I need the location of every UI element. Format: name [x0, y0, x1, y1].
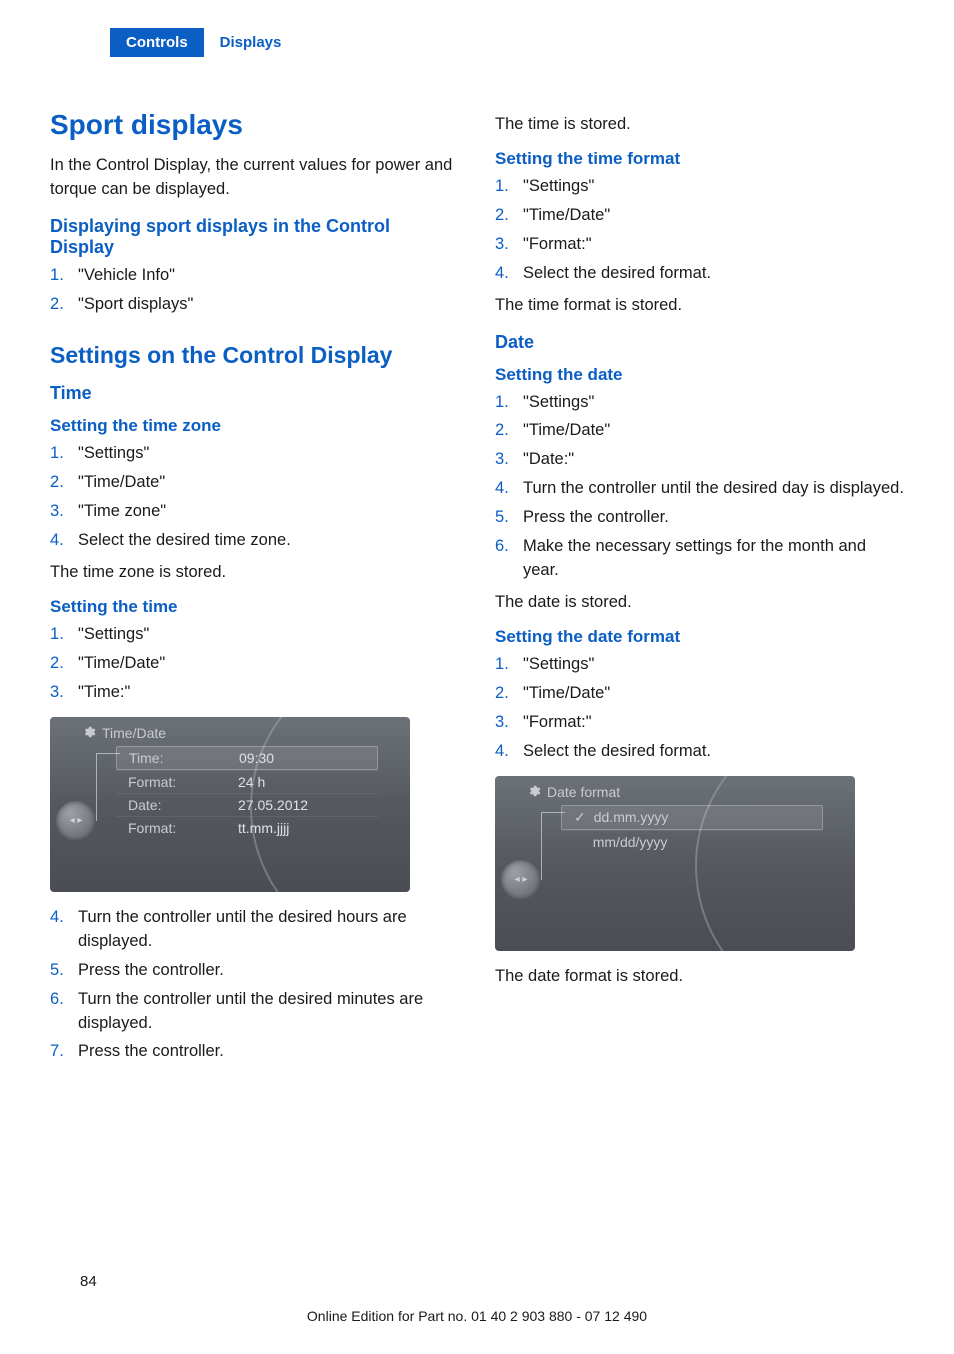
breadcrumb-next: Displays	[204, 28, 298, 57]
step: "Time/Date"	[495, 682, 904, 706]
step: Turn the controller until the desired mi…	[50, 988, 459, 1036]
step: "Format:"	[495, 233, 904, 257]
step: "Settings"	[50, 442, 459, 466]
menu-row-time: Time: 09:30	[116, 746, 378, 770]
page-number: 84	[80, 1273, 97, 1290]
step: Press the controller.	[50, 959, 459, 983]
heading-displaying-sport: Displaying sport displays in the Control…	[50, 216, 459, 258]
screenshot-title: Time/Date	[102, 725, 166, 741]
screenshot-date-format: Date format ◂ ▸ ✓ dd.mm.yyyy ✓ mm/dd/yyy…	[495, 776, 855, 951]
step: "Format:"	[495, 711, 904, 735]
settings-icon	[82, 725, 96, 739]
breadcrumb: Controls Displays	[110, 28, 904, 57]
date-format-menu: ✓ dd.mm.yyyy ✓ mm/dd/yyyy	[561, 806, 823, 854]
step: "Time/Date"	[495, 419, 904, 443]
heading-setting-time: Setting the time	[50, 597, 459, 617]
menu-row-date: Date: 27.05.2012	[116, 793, 378, 816]
step: Turn the controller until the desired da…	[495, 477, 904, 501]
para-date-stored: The date is stored.	[495, 591, 904, 615]
step: Select the desired format.	[495, 740, 904, 764]
para-sport: In the Control Display, the current valu…	[50, 154, 459, 202]
step: "Time/Date"	[50, 652, 459, 676]
step: "Sport displays"	[50, 293, 459, 317]
step: "Settings"	[50, 623, 459, 647]
step: "Date:"	[495, 448, 904, 472]
menu-row-ddmmyyyy: ✓ dd.mm.yyyy	[561, 805, 823, 830]
step: "Settings"	[495, 391, 904, 415]
heading-settings-control-display: Settings on the Control Display	[50, 341, 459, 370]
step: "Settings"	[495, 175, 904, 199]
screenshot-title: Date format	[547, 784, 620, 800]
controller-knob-icon: ◂ ▸	[56, 801, 96, 841]
menu-row-mmddyyyy: ✓ mm/dd/yyyy	[561, 830, 823, 854]
step: "Time zone"	[50, 500, 459, 524]
time-date-menu: Time: 09:30 Format: 24 h Date: 27.05.201…	[116, 747, 378, 839]
step: "Time/Date"	[495, 204, 904, 228]
steps-displaying-sport: "Vehicle Info" "Sport displays"	[50, 264, 459, 317]
steps-time-zone: "Settings" "Time/Date" "Time zone" Selec…	[50, 442, 459, 553]
para-time-stored: The time is stored.	[495, 113, 904, 137]
steps-date: "Settings" "Time/Date" "Date:" Turn the …	[495, 391, 904, 583]
breadcrumb-current: Controls	[110, 28, 204, 57]
step: "Time/Date"	[50, 471, 459, 495]
step: Press the controller.	[495, 506, 904, 530]
footer-edition: Online Edition for Part no. 01 40 2 903 …	[0, 1308, 954, 1324]
step: Select the desired format.	[495, 262, 904, 286]
step: "Time:"	[50, 681, 459, 705]
heading-time-format: Setting the time format	[495, 149, 904, 169]
screenshot-time-date: Time/Date ◂ ▸ Time: 09:30 Format: 24 h D…	[50, 717, 410, 892]
checkmark-icon: ✓	[574, 809, 586, 826]
step: "Settings"	[495, 653, 904, 677]
step: Make the necessary settings for the mont…	[495, 535, 904, 583]
controller-knob-icon: ◂ ▸	[501, 860, 541, 900]
heading-setting-date: Setting the date	[495, 365, 904, 385]
heading-time-zone: Setting the time zone	[50, 416, 459, 436]
menu-row-format: Format: 24 h	[116, 770, 378, 793]
para-date-format-stored: The date format is stored.	[495, 965, 904, 989]
column-left: Sport displays In the Control Display, t…	[50, 97, 459, 1072]
steps-date-format: "Settings" "Time/Date" "Format:" Select …	[495, 653, 904, 764]
steps-time-a: "Settings" "Time/Date" "Time:"	[50, 623, 459, 705]
step: "Vehicle Info"	[50, 264, 459, 288]
heading-sport-displays: Sport displays	[50, 107, 459, 142]
heading-date: Date	[495, 332, 904, 353]
steps-time-format: "Settings" "Time/Date" "Format:" Select …	[495, 175, 904, 286]
para-time-format-stored: The time format is stored.	[495, 294, 904, 318]
menu-row-format2: Format: tt.mm.jjjj	[116, 816, 378, 839]
step: Press the controller.	[50, 1040, 459, 1064]
column-right: The time is stored. Setting the time for…	[495, 97, 904, 1072]
para-time-zone-stored: The time zone is stored.	[50, 561, 459, 585]
step: Turn the controller until the desired ho…	[50, 906, 459, 954]
steps-time-b: Turn the controller until the desired ho…	[50, 906, 459, 1065]
settings-icon	[527, 784, 541, 798]
heading-date-format: Setting the date format	[495, 627, 904, 647]
heading-time: Time	[50, 383, 459, 404]
step: Select the desired time zone.	[50, 529, 459, 553]
